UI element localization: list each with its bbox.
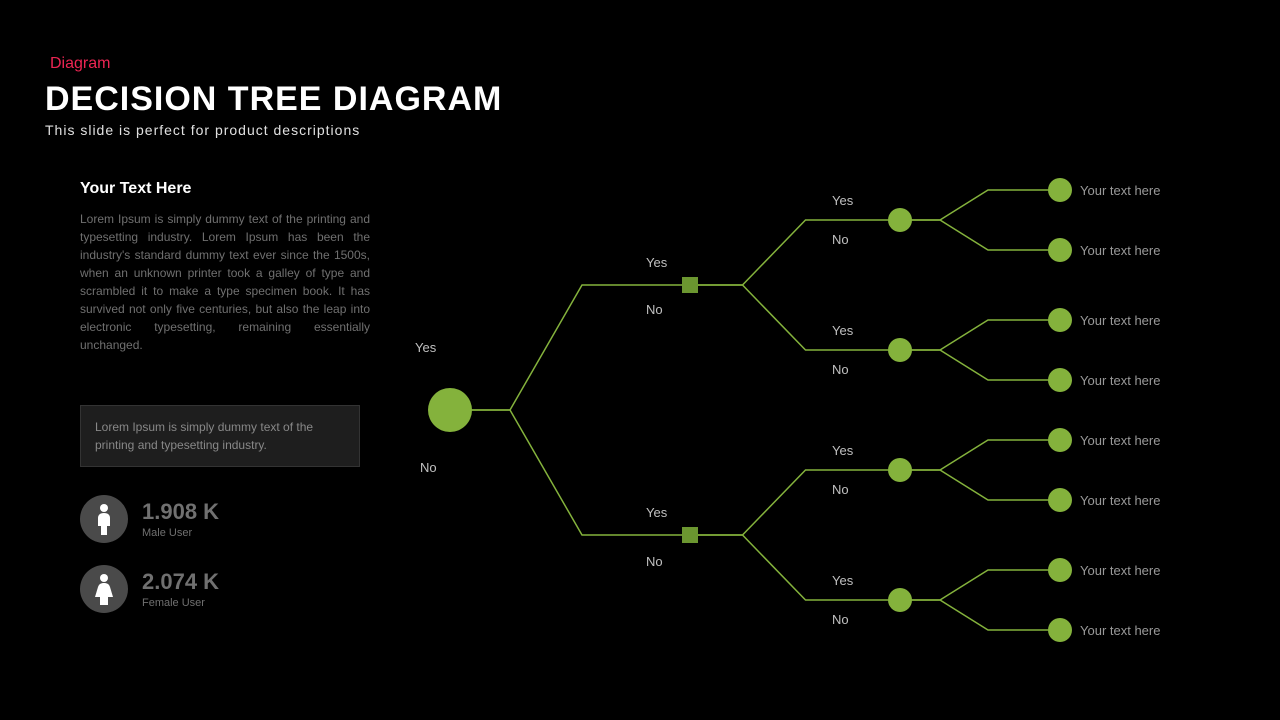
leaf-label-2: Your text here [1080, 313, 1160, 328]
l2-yes-0: Yes [646, 255, 667, 270]
page-title: DECISION TREE DIAGRAM [45, 80, 502, 119]
l2-no-0: No [646, 302, 663, 317]
text-heading: Your Text Here [80, 180, 191, 198]
leaf-label-4: Your text here [1080, 433, 1160, 448]
stat-female: 2.074 K Female User [80, 565, 219, 613]
leaf-label-5: Your text here [1080, 493, 1160, 508]
leaf-label-6: Your text here [1080, 563, 1160, 578]
category-label: Diagram [50, 55, 110, 73]
root-yes-label: Yes [415, 340, 436, 355]
stat-female-label: Female User [142, 597, 219, 609]
leaf-label-7: Your text here [1080, 623, 1160, 638]
l3-no-1: No [832, 362, 849, 377]
l3-yes-2: Yes [832, 443, 853, 458]
stat-female-value: 2.074 K [142, 569, 219, 595]
decision-tree: Yes No Yes No Yes No Yes No Yes No Yes No Yes No Your … [400, 150, 1260, 710]
l3-no-2: No [832, 482, 849, 497]
leaf-label-3: Your text here [1080, 373, 1160, 388]
l3-no-3: No [832, 612, 849, 627]
l2-no-1: No [646, 554, 663, 569]
stat-male-label: Male User [142, 527, 219, 539]
stat-male-value: 1.908 K [142, 499, 219, 525]
callout-box: Lorem Ipsum is simply dummy text of the … [80, 405, 360, 467]
root-no-label: No [420, 460, 437, 475]
female-icon [80, 565, 128, 613]
l3-yes-1: Yes [832, 323, 853, 338]
page-subtitle: This slide is perfect for product descri… [45, 122, 360, 138]
body-text: Lorem Ipsum is simply dummy text of the … [80, 210, 370, 354]
stat-male: 1.908 K Male User [80, 495, 219, 543]
l3-yes-3: Yes [832, 573, 853, 588]
l3-yes-0: Yes [832, 193, 853, 208]
l2-yes-1: Yes [646, 505, 667, 520]
leaf-label-1: Your text here [1080, 243, 1160, 258]
male-icon [80, 495, 128, 543]
l3-no-0: No [832, 232, 849, 247]
leaf-label-0: Your text here [1080, 183, 1160, 198]
